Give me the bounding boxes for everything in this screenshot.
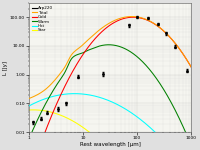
X-axis label: Rest wavelength [μm]: Rest wavelength [μm] xyxy=(80,142,140,147)
Y-axis label: L [Jy]: L [Jy] xyxy=(3,61,8,75)
Legend: Arp220, Total, Cold, Warm, Hot, Star: Arp220, Total, Cold, Warm, Hot, Star xyxy=(31,6,54,33)
